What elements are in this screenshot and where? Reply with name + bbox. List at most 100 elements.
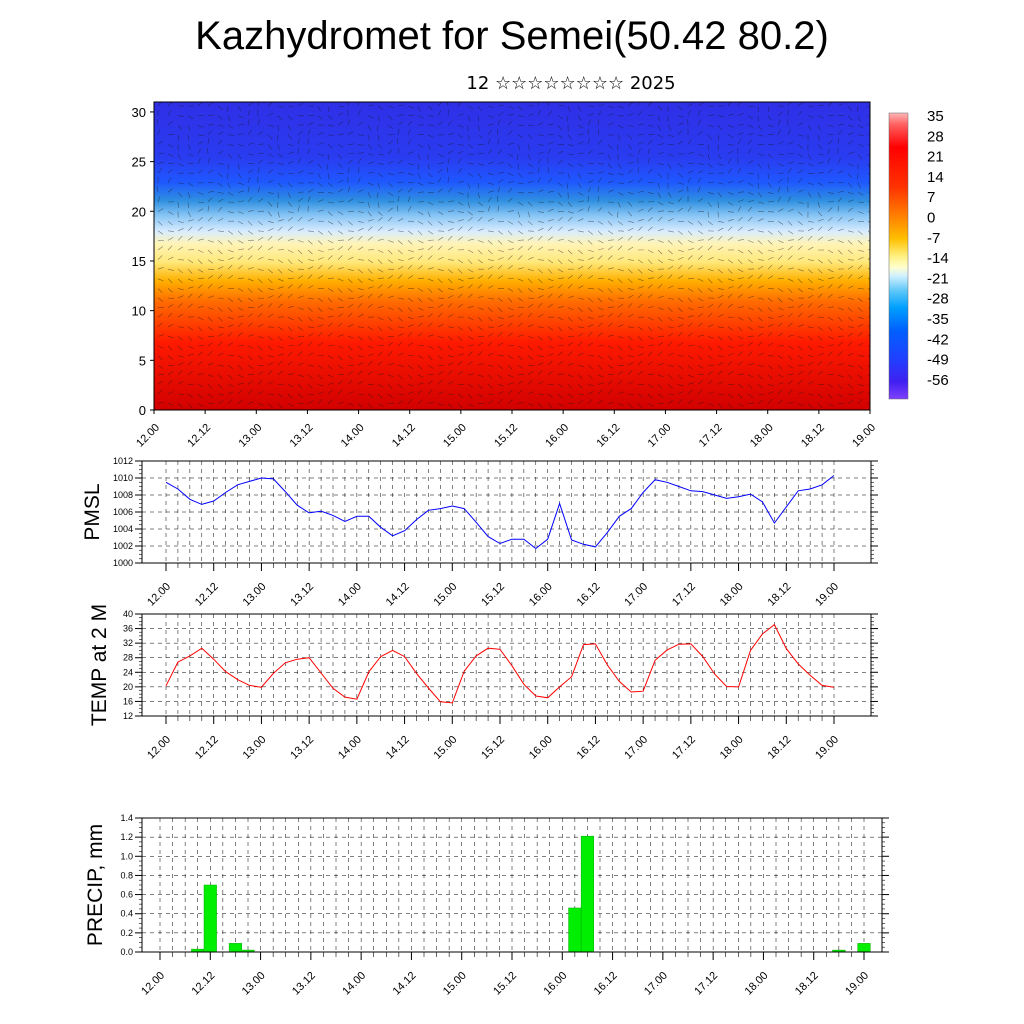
wind-vector: [577, 384, 583, 389]
wind-vector: [777, 230, 783, 236]
wind-vector: [727, 345, 734, 349]
wind-vector: [377, 238, 384, 241]
wind-vector: [657, 363, 664, 366]
wind-vector: [537, 336, 543, 341]
wind-vector: [867, 307, 870, 309]
wind-vector: [637, 167, 639, 174]
wind-vector: [227, 316, 234, 320]
wind-vector: [207, 307, 214, 310]
wind-vector: [587, 230, 593, 235]
wind-vector: [667, 265, 674, 270]
wind-vector: [497, 179, 504, 184]
wind-vector: [357, 228, 364, 232]
wind-vector: [257, 131, 264, 136]
wind-vector: [237, 315, 244, 318]
wind-vector: [757, 374, 763, 380]
wind-vector: [187, 125, 191, 131]
wind-vector: [247, 322, 253, 328]
wind-vector: [357, 220, 364, 224]
wind-vector: [517, 192, 525, 194]
wind-vector: [567, 163, 574, 167]
wind-vector: [427, 172, 433, 178]
wind-vector: [357, 370, 363, 376]
wind-vector: [547, 123, 554, 126]
wind-vector: [827, 344, 834, 347]
wind-vector: [587, 257, 594, 260]
wind-vector: [237, 322, 243, 328]
wind-vector: [327, 315, 334, 318]
wind-vector: [527, 371, 534, 376]
wind-vector: [197, 208, 204, 212]
wind-vector: [727, 278, 734, 282]
wind-vector: [197, 316, 204, 321]
wind-vector: [207, 384, 213, 389]
wind-vector: [577, 141, 584, 145]
x-tick-label: 17.00: [622, 734, 650, 762]
heatmap-x-tick-label: 19.00: [850, 422, 878, 450]
wind-vector: [867, 105, 870, 109]
wind-vector: [357, 211, 364, 213]
colorbar-label: -14: [927, 250, 949, 267]
wind-vector: [337, 144, 344, 148]
wind-vector: [487, 341, 493, 347]
wind-vector: [567, 393, 574, 398]
wind-vector: [597, 152, 604, 155]
wind-vector: [437, 144, 444, 148]
wind-vector: [277, 286, 284, 289]
wind-vector: [437, 336, 444, 339]
wind-vector: [287, 217, 293, 222]
wind-vector: [287, 249, 294, 253]
wind-vector: [677, 391, 684, 395]
wind-vector: [637, 268, 643, 274]
wind-vector: [537, 313, 544, 318]
wind-vector: [667, 384, 673, 389]
wind-vector: [207, 181, 214, 184]
wind-vector: [467, 316, 474, 321]
wind-vector: [397, 121, 403, 126]
wind-vector: [347, 131, 354, 136]
wind-vector: [777, 196, 781, 203]
wind-vector: [697, 239, 704, 241]
wind-vector: [187, 286, 194, 289]
wind-vector: [647, 293, 653, 299]
wind-vector: [407, 275, 414, 280]
wind-vector: [677, 324, 684, 328]
wind-vector: [367, 161, 374, 164]
wind-vector: [387, 259, 394, 264]
wind-vector: [567, 115, 569, 122]
wind-vector: [647, 168, 653, 174]
wind-vector: [157, 401, 164, 404]
wind-vector: [277, 172, 284, 175]
wind-vector: [477, 351, 483, 356]
wind-vector: [307, 307, 313, 312]
wind-vector: [727, 168, 733, 174]
wind-vector: [677, 275, 684, 280]
pmsl-series-line: [165, 475, 835, 550]
wind-vector: [237, 265, 243, 270]
pmsl-grid: [142, 460, 871, 564]
wind-vector: [727, 211, 734, 213]
wind-vector: [667, 134, 674, 138]
colorbar-label: -21: [927, 270, 949, 287]
wind-vector: [507, 364, 513, 370]
wind-vector: [797, 303, 804, 308]
wind-vector: [187, 236, 193, 241]
wind-vector: [327, 105, 330, 112]
wind-vector: [847, 384, 853, 389]
wind-vector: [737, 124, 744, 126]
wind-vector: [307, 297, 314, 300]
wind-vector: [577, 326, 584, 328]
wind-vector: [587, 384, 594, 387]
wind-vector: [767, 153, 773, 159]
wind-vector: [677, 316, 684, 320]
wind-vector: [167, 121, 173, 126]
wind-vector: [257, 278, 263, 284]
wind-vector: [317, 182, 323, 187]
wind-vector: [647, 373, 654, 376]
wind-vector: [157, 220, 163, 226]
wind-vector: [837, 307, 844, 311]
wind-vector: [267, 235, 273, 241]
